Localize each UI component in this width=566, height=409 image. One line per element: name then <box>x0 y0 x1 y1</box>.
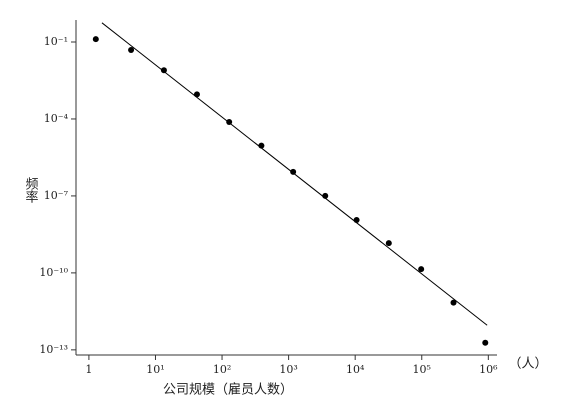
data-point <box>385 240 392 247</box>
x-tick-label: 10² <box>213 363 231 376</box>
x-axis-label: 公司规模（雇员人数） <box>163 382 293 398</box>
data-point <box>128 46 135 53</box>
x-tick-label: 1 <box>85 363 92 376</box>
y-tick-label: 10⁻¹ <box>44 35 68 48</box>
y-tick-label: 10⁻¹⁰ <box>39 266 68 279</box>
x-tick-label: 10⁴ <box>346 363 365 376</box>
data-point <box>226 119 233 126</box>
data-point <box>450 299 457 306</box>
x-tick-label: 10⁵ <box>413 363 431 376</box>
y-tick-label: 10⁻⁴ <box>44 112 69 125</box>
data-point <box>290 168 297 175</box>
data-point <box>482 339 489 346</box>
data-point <box>353 217 360 224</box>
data-point <box>160 67 167 74</box>
x-tick-label: 10¹ <box>146 363 164 376</box>
data-point <box>258 142 265 149</box>
x-tick-label: 10³ <box>279 363 297 376</box>
y-axis-label: 频率 <box>23 177 39 203</box>
data-point <box>418 266 425 273</box>
y-tick-label: 10⁻⁷ <box>44 189 69 202</box>
data-point <box>322 192 329 199</box>
y-tick-label: 10⁻¹³ <box>39 343 68 356</box>
x-tick-label: 10⁶ <box>479 363 498 376</box>
data-point <box>92 36 99 43</box>
data-point <box>193 91 200 98</box>
x-unit: （人） <box>508 357 547 372</box>
